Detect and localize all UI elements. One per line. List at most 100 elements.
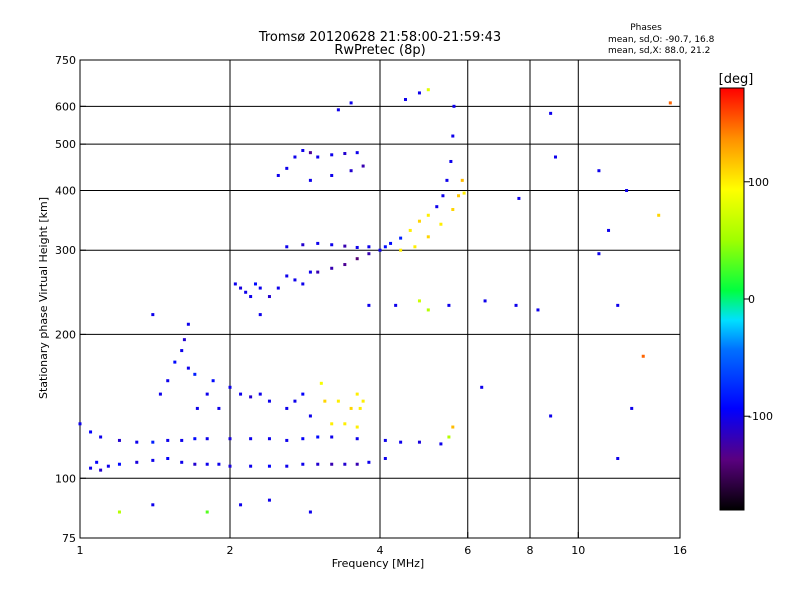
data-point — [426, 88, 430, 92]
data-point — [439, 222, 443, 226]
data-point — [193, 437, 197, 441]
data-point — [151, 458, 155, 462]
data-point — [117, 510, 121, 514]
data-point — [285, 464, 289, 468]
data-point — [319, 381, 323, 385]
data-point — [301, 437, 305, 441]
data-point — [349, 406, 353, 410]
chart-subtitle: RwPretec (8p) — [334, 43, 425, 58]
data-point — [657, 213, 661, 217]
data-point — [417, 299, 421, 303]
data-point — [330, 173, 334, 177]
data-point — [355, 245, 359, 249]
data-point — [249, 295, 253, 299]
data-point — [343, 263, 347, 267]
data-point — [135, 440, 139, 444]
data-point — [451, 208, 455, 212]
data-point — [228, 437, 232, 441]
data-point — [435, 205, 439, 209]
data-point — [597, 169, 601, 173]
data-point — [536, 308, 540, 312]
data-point — [135, 460, 139, 464]
data-point — [228, 385, 232, 389]
data-point — [249, 437, 253, 441]
data-point — [447, 435, 451, 439]
data-point — [451, 425, 455, 429]
data-point — [308, 414, 312, 418]
data-point — [293, 399, 297, 403]
data-point — [258, 313, 262, 317]
data-point — [78, 422, 82, 426]
data-point — [514, 303, 518, 307]
data-point — [285, 274, 289, 278]
data-point — [258, 392, 262, 396]
data-point — [301, 282, 305, 286]
data-point — [285, 245, 289, 249]
data-point — [336, 399, 340, 403]
data-point — [285, 406, 289, 410]
data-point — [355, 151, 359, 155]
data-point — [182, 338, 186, 342]
data-point — [355, 437, 359, 441]
data-point — [426, 213, 430, 217]
data-point — [285, 166, 289, 170]
data-point — [349, 101, 353, 105]
data-point — [249, 464, 253, 468]
data-point — [239, 392, 243, 396]
data-point — [293, 155, 297, 159]
data-point — [355, 425, 359, 429]
data-point — [343, 244, 347, 248]
data-point — [249, 395, 253, 399]
data-point — [336, 108, 340, 112]
data-point — [408, 228, 412, 232]
data-point — [616, 303, 620, 307]
data-point — [549, 414, 553, 418]
data-point — [330, 462, 334, 466]
data-point — [217, 406, 221, 410]
data-point — [316, 270, 320, 274]
data-point — [276, 286, 280, 290]
data-point — [186, 322, 190, 326]
data-point — [205, 392, 209, 396]
data-point — [193, 462, 197, 466]
y-axis-label: Stationary phase Virtual Height [km] — [37, 197, 50, 399]
data-point — [173, 360, 177, 364]
y-tick-label: 300 — [55, 244, 76, 257]
data-point — [151, 440, 155, 444]
data-point — [413, 245, 417, 249]
data-point — [426, 235, 430, 239]
data-point — [308, 151, 312, 155]
data-point — [641, 354, 645, 358]
data-point — [267, 295, 271, 299]
data-point — [361, 164, 365, 168]
data-point — [343, 152, 347, 156]
data-point — [276, 173, 280, 177]
data-point — [358, 406, 362, 410]
x-tick-label: 8 — [527, 544, 534, 557]
data-point — [151, 313, 155, 317]
data-point — [316, 241, 320, 245]
data-point — [166, 379, 170, 383]
data-point — [367, 460, 371, 464]
data-point — [330, 435, 334, 439]
colorbar-label: [deg] — [719, 72, 754, 87]
x-tick-label: 4 — [377, 544, 384, 557]
data-point — [117, 438, 121, 442]
data-point — [668, 101, 672, 105]
data-point — [205, 510, 209, 514]
data-point — [308, 510, 312, 514]
data-point — [180, 438, 184, 442]
data-point — [211, 379, 215, 383]
data-point — [383, 245, 387, 249]
y-tick-label: 75 — [62, 532, 76, 545]
data-point — [166, 456, 170, 460]
x-tick-label: 10 — [571, 544, 585, 557]
data-point — [301, 392, 305, 396]
data-point — [607, 228, 611, 232]
data-point — [441, 194, 445, 198]
data-point — [308, 270, 312, 274]
data-point — [180, 349, 184, 353]
data-point — [267, 464, 271, 468]
y-tick-label: 600 — [55, 100, 76, 113]
data-point — [349, 169, 353, 173]
